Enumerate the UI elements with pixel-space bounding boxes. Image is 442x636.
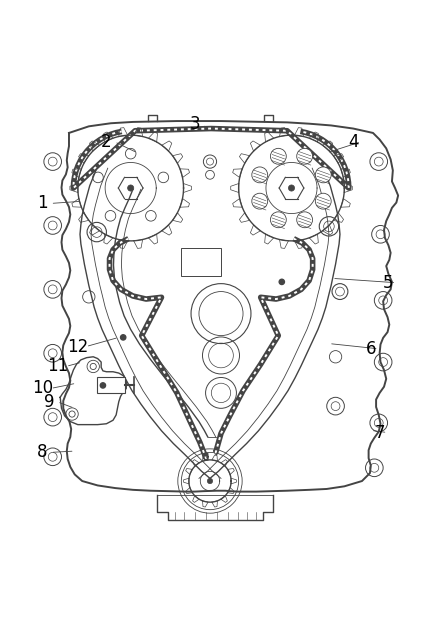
Text: 12: 12 (67, 338, 88, 356)
Circle shape (297, 212, 312, 228)
Circle shape (297, 148, 312, 164)
Bar (97, 378, 126, 393)
Text: 8: 8 (37, 443, 48, 461)
Text: 3: 3 (189, 115, 200, 133)
Circle shape (271, 148, 286, 164)
Circle shape (121, 335, 126, 340)
Text: 7: 7 (374, 424, 385, 441)
Circle shape (252, 193, 268, 209)
Circle shape (128, 185, 134, 191)
Circle shape (100, 383, 106, 388)
Text: 11: 11 (47, 357, 69, 375)
Text: 4: 4 (348, 133, 358, 151)
Text: 6: 6 (366, 340, 376, 358)
Circle shape (207, 478, 213, 483)
Bar (181, 247, 221, 276)
Text: 10: 10 (32, 380, 53, 398)
Text: 2: 2 (101, 133, 112, 151)
Text: 1: 1 (37, 195, 48, 212)
Text: 5: 5 (383, 273, 394, 292)
Circle shape (289, 185, 294, 191)
Circle shape (252, 167, 268, 183)
Text: 9: 9 (44, 392, 54, 411)
Circle shape (279, 279, 285, 284)
Circle shape (315, 193, 331, 209)
Circle shape (271, 212, 286, 228)
Circle shape (315, 167, 331, 183)
